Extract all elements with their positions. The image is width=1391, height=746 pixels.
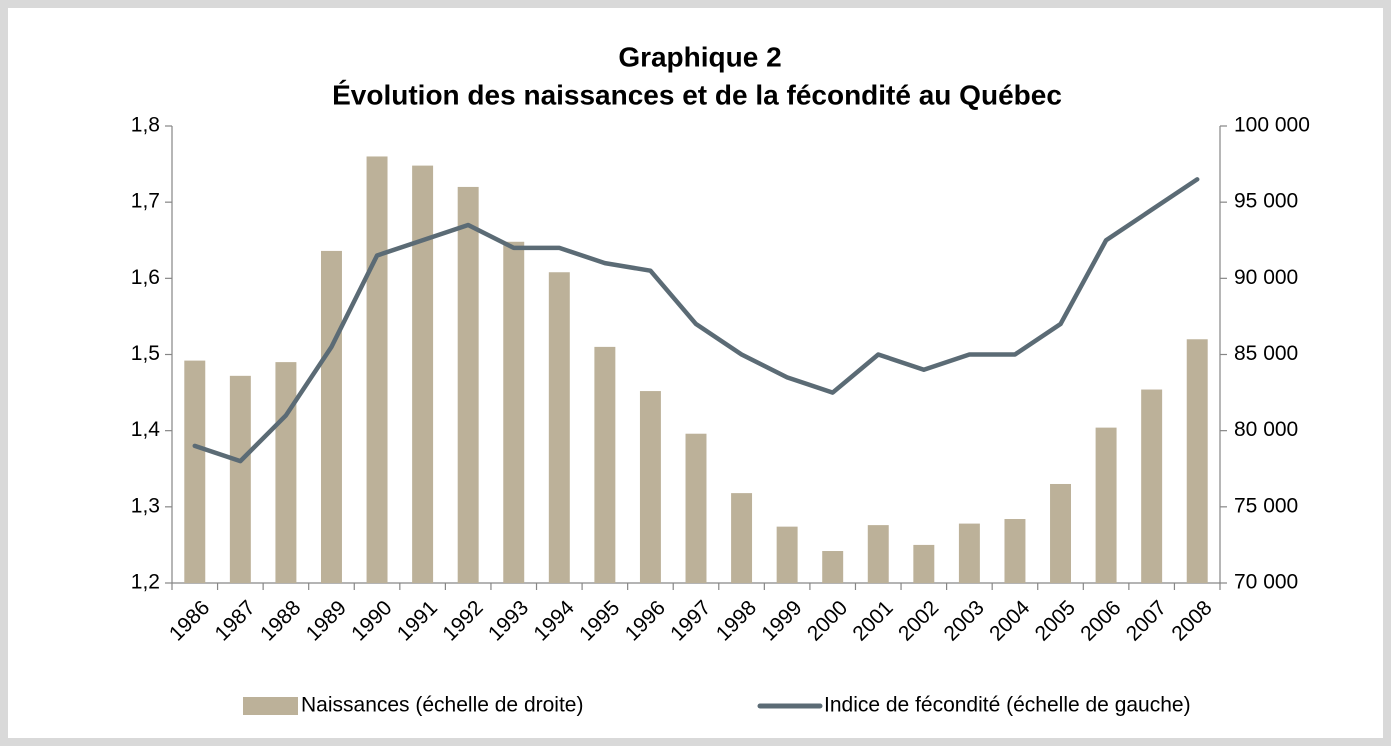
bar — [366, 156, 388, 583]
bar — [229, 375, 251, 583]
chart-title: Graphique 2 — [618, 41, 781, 72]
bar — [731, 493, 753, 583]
bar — [457, 186, 479, 583]
y-tick-label: 1,5 — [131, 342, 160, 365]
bar — [913, 544, 935, 583]
bar — [776, 526, 798, 583]
bar — [1050, 483, 1072, 583]
y-tick-label: 1,3 — [131, 494, 160, 517]
y-tick-label: 1,4 — [131, 418, 161, 441]
bar — [867, 525, 889, 583]
bar — [275, 362, 297, 583]
y2-tick-label: 85 000 — [1234, 342, 1298, 365]
bar — [1004, 519, 1026, 583]
bar — [594, 346, 616, 583]
y-tick-label: 1,6 — [131, 266, 160, 289]
line — [192, 177, 1200, 464]
bar — [958, 523, 980, 583]
bar — [685, 433, 707, 583]
bar — [548, 272, 570, 583]
bar — [1186, 339, 1208, 583]
y-tick-label: 1,8 — [131, 114, 160, 137]
bar — [822, 551, 844, 583]
y2-tick-label: 70 000 — [1234, 571, 1298, 594]
y-tick-label: 1,7 — [131, 190, 160, 213]
y-tick-label: 1,2 — [131, 571, 160, 594]
legend-swatch — [243, 697, 298, 715]
y2-tick-label: 80 000 — [1234, 418, 1298, 441]
y2-tick-label: 95 000 — [1234, 190, 1298, 213]
bar — [639, 391, 661, 583]
bar — [1095, 427, 1117, 583]
bar — [320, 250, 342, 583]
y2-tick-label: 75 000 — [1234, 494, 1298, 517]
bar — [1141, 389, 1163, 583]
bar — [503, 241, 525, 584]
legend-label: Indice de fécondité (échelle de gauche) — [824, 694, 1191, 717]
legend-label: Naissances (échelle de droite) — [301, 694, 583, 717]
chart-subtitle: Évolution des naissances et de la fécond… — [332, 79, 1062, 110]
bar — [184, 360, 206, 583]
y2-tick-label: 100 000 — [1234, 114, 1310, 137]
y2-tick-label: 90 000 — [1234, 266, 1298, 289]
bar — [412, 165, 434, 583]
